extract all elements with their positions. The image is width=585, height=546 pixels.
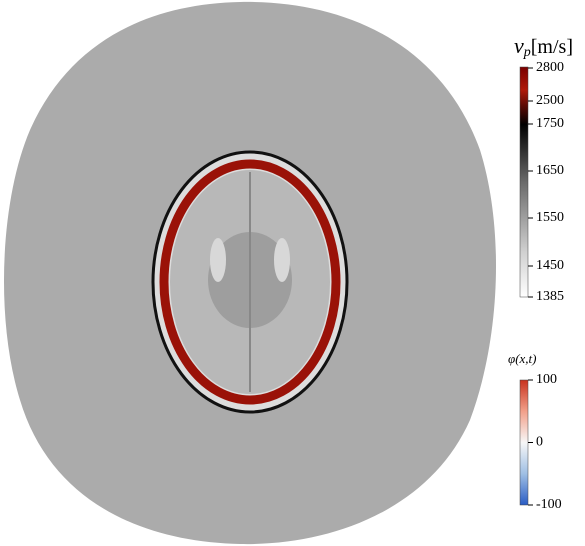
colorbar-vp xyxy=(519,66,529,298)
colorbar-title: φ(x,t) xyxy=(508,351,536,366)
tick-label: -100 xyxy=(536,497,562,512)
ventricle xyxy=(210,238,226,282)
colorbar-phi xyxy=(519,379,529,506)
tick-label: 1550 xyxy=(536,210,564,225)
tick-label: 2500 xyxy=(536,93,564,108)
colorbar-title: vp[m/s] xyxy=(514,33,573,60)
tick-label: 1750 xyxy=(536,116,564,131)
tick-label: 1650 xyxy=(536,163,564,178)
tick-label: 0 xyxy=(536,435,543,450)
skull-red xyxy=(159,159,341,405)
tick-label: 2800 xyxy=(536,60,564,75)
tick-label: 1450 xyxy=(536,258,564,273)
tick-label: 1385 xyxy=(536,289,564,304)
ventricle xyxy=(274,238,290,282)
tick-label: 100 xyxy=(536,372,557,387)
